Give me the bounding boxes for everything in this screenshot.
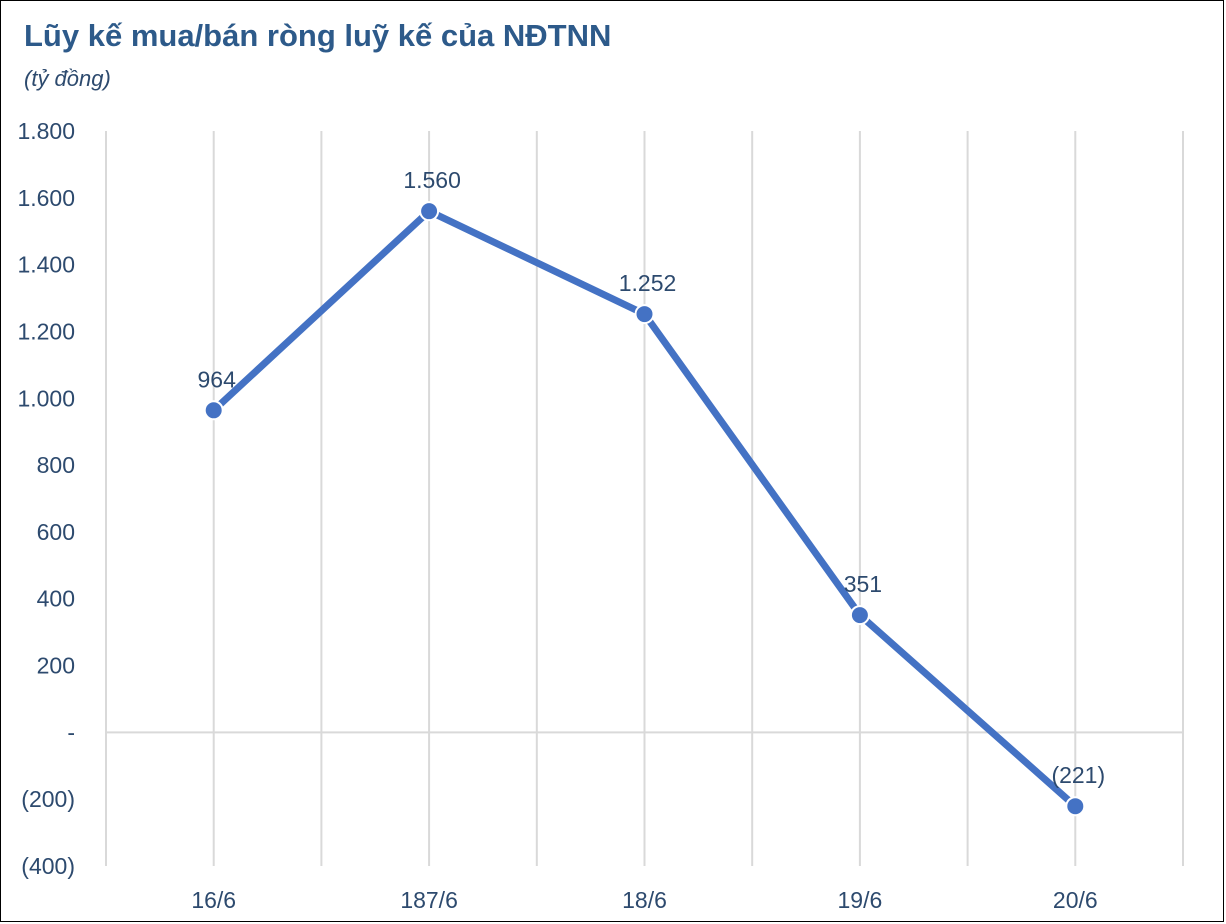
y-tick-label: 1.600	[17, 185, 75, 211]
chart-subtitle: (tỷ đồng)	[24, 66, 111, 91]
x-tick-label: 187/6	[400, 887, 458, 913]
data-point	[634, 304, 655, 325]
data-point	[203, 400, 224, 421]
x-tick-label: 18/6	[622, 887, 667, 913]
data-point	[1065, 796, 1086, 817]
y-tick-label: -	[67, 719, 75, 745]
y-tick-label: 1.400	[17, 252, 75, 278]
y-tick-label: 1.000	[17, 385, 75, 411]
data-label: 1.252	[619, 270, 677, 296]
x-tick-label: 16/6	[191, 887, 236, 913]
data-point	[419, 201, 440, 222]
data-label: 964	[198, 366, 237, 392]
y-tick-label: 800	[37, 452, 75, 478]
chart-title: Lũy kế mua/bán ròng luỹ kế của NĐTNN	[24, 18, 612, 53]
data-label: 351	[844, 571, 882, 597]
y-tick-label: 1.200	[17, 318, 75, 344]
y-tick-label: (400)	[21, 853, 75, 879]
data-label: 1.560	[403, 167, 461, 193]
y-tick-label: 1.800	[17, 118, 75, 144]
y-tick-label: 600	[37, 519, 75, 545]
y-tick-label: 400	[37, 586, 75, 612]
y-tick-label: 200	[37, 653, 75, 679]
data-label: (221)	[1051, 762, 1105, 788]
x-tick-label: 20/6	[1053, 887, 1098, 913]
y-tick-label: (200)	[21, 786, 75, 812]
data-point	[849, 605, 870, 626]
x-tick-label: 19/6	[838, 887, 883, 913]
